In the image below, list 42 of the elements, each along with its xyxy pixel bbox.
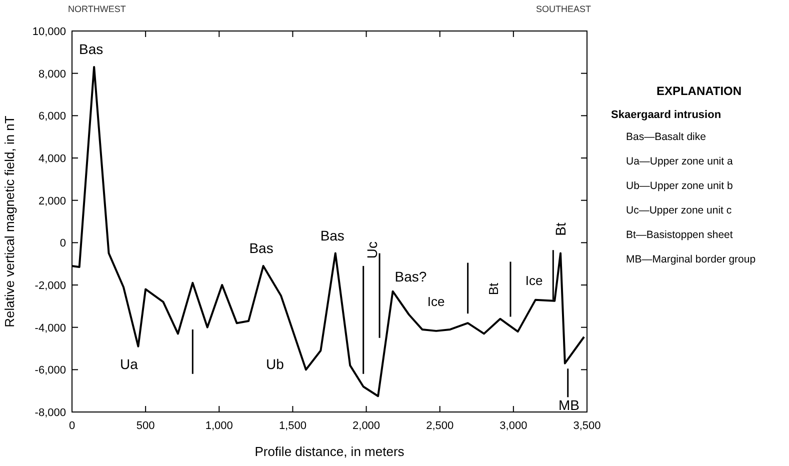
y-tick-label: 4,000 [38,153,66,165]
text: Ua—Upper zone unit a [626,156,733,168]
text: Skaergaard intrusion [611,109,722,121]
text: EXPLANATION [656,84,742,98]
x-tick-label: 2,500 [426,420,454,432]
annotation: Ua [120,356,138,372]
y-axis-title: Relative vertical magnetic field, in nT [2,116,17,328]
x-tick-label: 3,000 [500,420,528,432]
text: Ub—Upper zone unit b [626,180,733,192]
text: Bt—Basistoppen sheet [626,229,733,241]
annotation: Bas? [394,268,427,284]
x-axis-title: Profile distance, in meters [254,444,405,459]
x-tick-label: 1,500 [278,420,306,432]
x-tick-label: 2,000 [352,420,380,432]
annotation: Bas [320,227,344,244]
y-tick-label: -8,000 [34,407,66,419]
annotation: Ice [427,294,445,309]
x-tick-label: 0 [68,420,76,432]
text: Uc—Upper zone unit c [626,204,732,216]
annotation: Bt [486,282,501,296]
text: Bas—Basalt dike [626,131,706,143]
x-tick-label: 1,000 [205,420,233,432]
y-tick-label: 6,000 [38,110,66,123]
y-tick-label: -4,000 [34,322,66,334]
annotation: Uc [364,241,380,259]
text: SOUTHEAST [536,4,592,14]
y-tick-label: 10,000 [32,26,66,38]
annotation: Bas [249,240,274,256]
annotation: MB [558,397,580,413]
y-tick-label: -2,000 [34,280,66,292]
annotation: Bt [552,222,569,236]
y-tick-label: 8,000 [38,68,66,80]
x-tick-label: 3,500 [573,420,601,432]
y-tick-label: 2,000 [38,195,66,208]
text: MB—Marginal border group [626,254,756,266]
annotation: Ice [525,273,543,288]
annotation: Bas [79,40,104,57]
y-tick-label: -6,000 [34,364,66,377]
y-tick-label: 0 [60,238,66,250]
text: NORTHWEST [68,4,126,14]
annotation: Ub [266,356,284,372]
x-tick-label: 500 [136,420,155,432]
